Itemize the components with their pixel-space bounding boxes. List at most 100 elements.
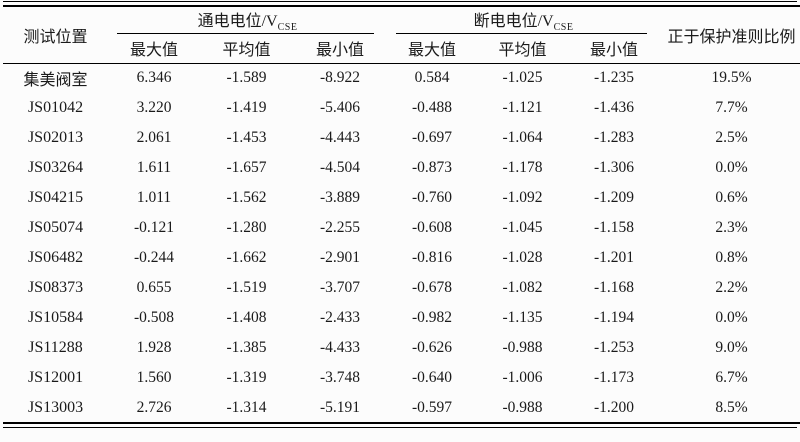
location-cell: JS12001 bbox=[27, 369, 84, 387]
value-cell: -1.121 bbox=[502, 99, 543, 117]
value-cell: -5.406 bbox=[319, 99, 361, 117]
subheader-on-min: 最小值 bbox=[293, 33, 388, 64]
value-cell: -1.280 bbox=[226, 219, 267, 237]
value-cell: 2.2% bbox=[715, 279, 748, 297]
value-cell: -0.608 bbox=[411, 219, 453, 237]
location-cell: JS13003 bbox=[27, 398, 84, 416]
value-cell: 9.0% bbox=[715, 339, 748, 357]
value-cell: 0.0% bbox=[715, 159, 748, 177]
value-cell: 0.0% bbox=[715, 309, 748, 327]
table-row: JS05074 -0.121 -1.280 -2.255 -0.608 -1.045 -1.… bbox=[3, 213, 800, 243]
value-cell: -0.873 bbox=[411, 159, 453, 177]
value-cell: -4.433 bbox=[319, 339, 361, 357]
subheader-off-max: 最大值 bbox=[387, 33, 478, 64]
value-cell: 6.346 bbox=[136, 69, 172, 87]
value-cell: 8.5% bbox=[715, 398, 748, 416]
subheader-on-avg: 平均值 bbox=[200, 33, 293, 64]
location-cell: JS11288 bbox=[28, 339, 83, 357]
value-cell: -3.748 bbox=[319, 369, 361, 387]
value-cell: -1.283 bbox=[594, 129, 635, 147]
value-cell: -3.889 bbox=[319, 189, 361, 207]
value-cell: -4.504 bbox=[319, 159, 361, 177]
location-cell: 集美阀室 bbox=[23, 72, 88, 90]
table-row: JS04215 1.011 -1.562 -3.889 -0.760 -1.092 -1.2… bbox=[3, 183, 800, 213]
value-cell: 1.011 bbox=[136, 189, 172, 207]
location-cell: JS01042 bbox=[27, 99, 84, 117]
value-cell: -0.816 bbox=[411, 249, 453, 267]
table-row: JS08373 0.655 -1.519 -3.707 -0.678 -1.082 -1.1… bbox=[3, 273, 800, 303]
value-cell: 1.928 bbox=[136, 339, 172, 357]
value-cell: -1.200 bbox=[594, 398, 635, 416]
location-cell: JS02013 bbox=[27, 129, 84, 147]
value-cell: -1.006 bbox=[502, 369, 543, 387]
table-row: JS12001 1.560 -1.319 -3.748 -0.640 -1.006 -1.1… bbox=[3, 363, 800, 393]
subheader-off-min: 最小值 bbox=[568, 33, 661, 64]
value-cell: -1.064 bbox=[502, 129, 543, 147]
table-row: JS13003 2.726 -1.314 -5.191 -0.597 -0.988 -1.2… bbox=[3, 393, 800, 423]
table-row: JS01042 3.220 -1.419 -5.406 -0.488 -1.121 -1.4… bbox=[3, 93, 800, 123]
value-cell: -1.135 bbox=[502, 309, 543, 327]
value-cell: 0.655 bbox=[136, 279, 172, 297]
value-cell: 3.220 bbox=[136, 99, 172, 117]
table-row: JS02013 2.061 -1.453 -4.443 -0.697 -1.064 -1.2… bbox=[3, 123, 800, 153]
value-cell: 0.584 bbox=[414, 69, 450, 87]
location-cell: JS08373 bbox=[27, 279, 84, 297]
potential-table-container: 测试位置 通电电位/VCSE 断电电位/VCSE 正于保护准则比例 最大值 平均… bbox=[3, 1, 800, 429]
value-cell: -1.235 bbox=[594, 69, 635, 87]
value-cell: -0.488 bbox=[411, 99, 453, 117]
value-cell: -5.191 bbox=[319, 398, 361, 416]
value-cell: -1.562 bbox=[226, 189, 267, 207]
value-cell: -1.385 bbox=[226, 339, 267, 357]
value-cell: 19.5% bbox=[711, 69, 752, 87]
value-cell: -0.244 bbox=[133, 249, 175, 267]
value-cell: -1.045 bbox=[502, 219, 543, 237]
value-cell: 6.7% bbox=[715, 369, 748, 387]
location-cell: JS05074 bbox=[27, 219, 84, 237]
value-cell: 2.726 bbox=[136, 398, 172, 416]
value-cell: -1.158 bbox=[594, 219, 635, 237]
value-cell: -0.760 bbox=[411, 189, 453, 207]
value-cell: -0.597 bbox=[411, 398, 453, 416]
group-underline bbox=[396, 32, 648, 35]
value-cell: -1.657 bbox=[226, 159, 267, 177]
group-header-row: 测试位置 通电电位/VCSE 断电电位/VCSE 正于保护准则比例 bbox=[3, 6, 800, 64]
on-potential-label: 通电电位/VCSE bbox=[197, 13, 298, 34]
subheader-off-avg: 平均值 bbox=[477, 33, 569, 64]
value-cell: -1.662 bbox=[226, 249, 267, 267]
value-cell: -0.626 bbox=[411, 339, 453, 357]
value-cell: -1.319 bbox=[226, 369, 267, 387]
value-cell: -0.697 bbox=[411, 129, 453, 147]
value-cell: 1.611 bbox=[136, 159, 172, 177]
value-cell: -1.453 bbox=[226, 129, 267, 147]
column-group-off-potential: 断电电位/VCSE bbox=[387, 6, 660, 35]
location-cell: JS06482 bbox=[27, 249, 84, 267]
column-header-location: 测试位置 bbox=[3, 6, 108, 64]
value-cell: -1.201 bbox=[594, 249, 635, 267]
value-cell: -2.255 bbox=[319, 219, 361, 237]
value-cell: -1.253 bbox=[594, 339, 635, 357]
value-cell: -0.508 bbox=[133, 309, 175, 327]
value-cell: -1.306 bbox=[594, 159, 635, 177]
value-cell: -2.433 bbox=[319, 309, 361, 327]
table-row: JS10584 -0.508 -1.408 -2.433 -0.982 -1.135 -1.… bbox=[3, 303, 800, 333]
group-underline bbox=[117, 32, 375, 35]
table-row: JS03264 1.611 -1.657 -4.504 -0.873 -1.178 -1.3… bbox=[3, 153, 800, 183]
value-cell: -1.173 bbox=[594, 369, 635, 387]
sub-header-row: 最大值 平均值 最小值 最大值 平均值 最小值 bbox=[3, 33, 800, 64]
value-cell: -1.408 bbox=[226, 309, 267, 327]
value-cell: 0.8% bbox=[715, 249, 748, 267]
value-cell: 7.7% bbox=[715, 99, 748, 117]
value-cell: -1.028 bbox=[502, 249, 543, 267]
table-row: JS11288 1.928 -1.385 -4.433 -0.626 -0.988 -1.2… bbox=[3, 333, 800, 363]
value-cell: 0.6% bbox=[715, 189, 748, 207]
location-cell: JS10584 bbox=[27, 309, 84, 327]
column-header-protection-ratio: 正于保护准则比例 bbox=[660, 6, 800, 64]
location-cell: JS03264 bbox=[27, 159, 84, 177]
potential-table: 测试位置 通电电位/VCSE 断电电位/VCSE 正于保护准则比例 最大值 平均… bbox=[3, 5, 800, 425]
value-cell: -0.678 bbox=[411, 279, 453, 297]
cse-subscript: CSE bbox=[277, 22, 298, 34]
value-cell: -1.519 bbox=[226, 279, 267, 297]
off-potential-label: 断电电位/VCSE bbox=[473, 13, 574, 34]
value-cell: -2.901 bbox=[319, 249, 361, 267]
